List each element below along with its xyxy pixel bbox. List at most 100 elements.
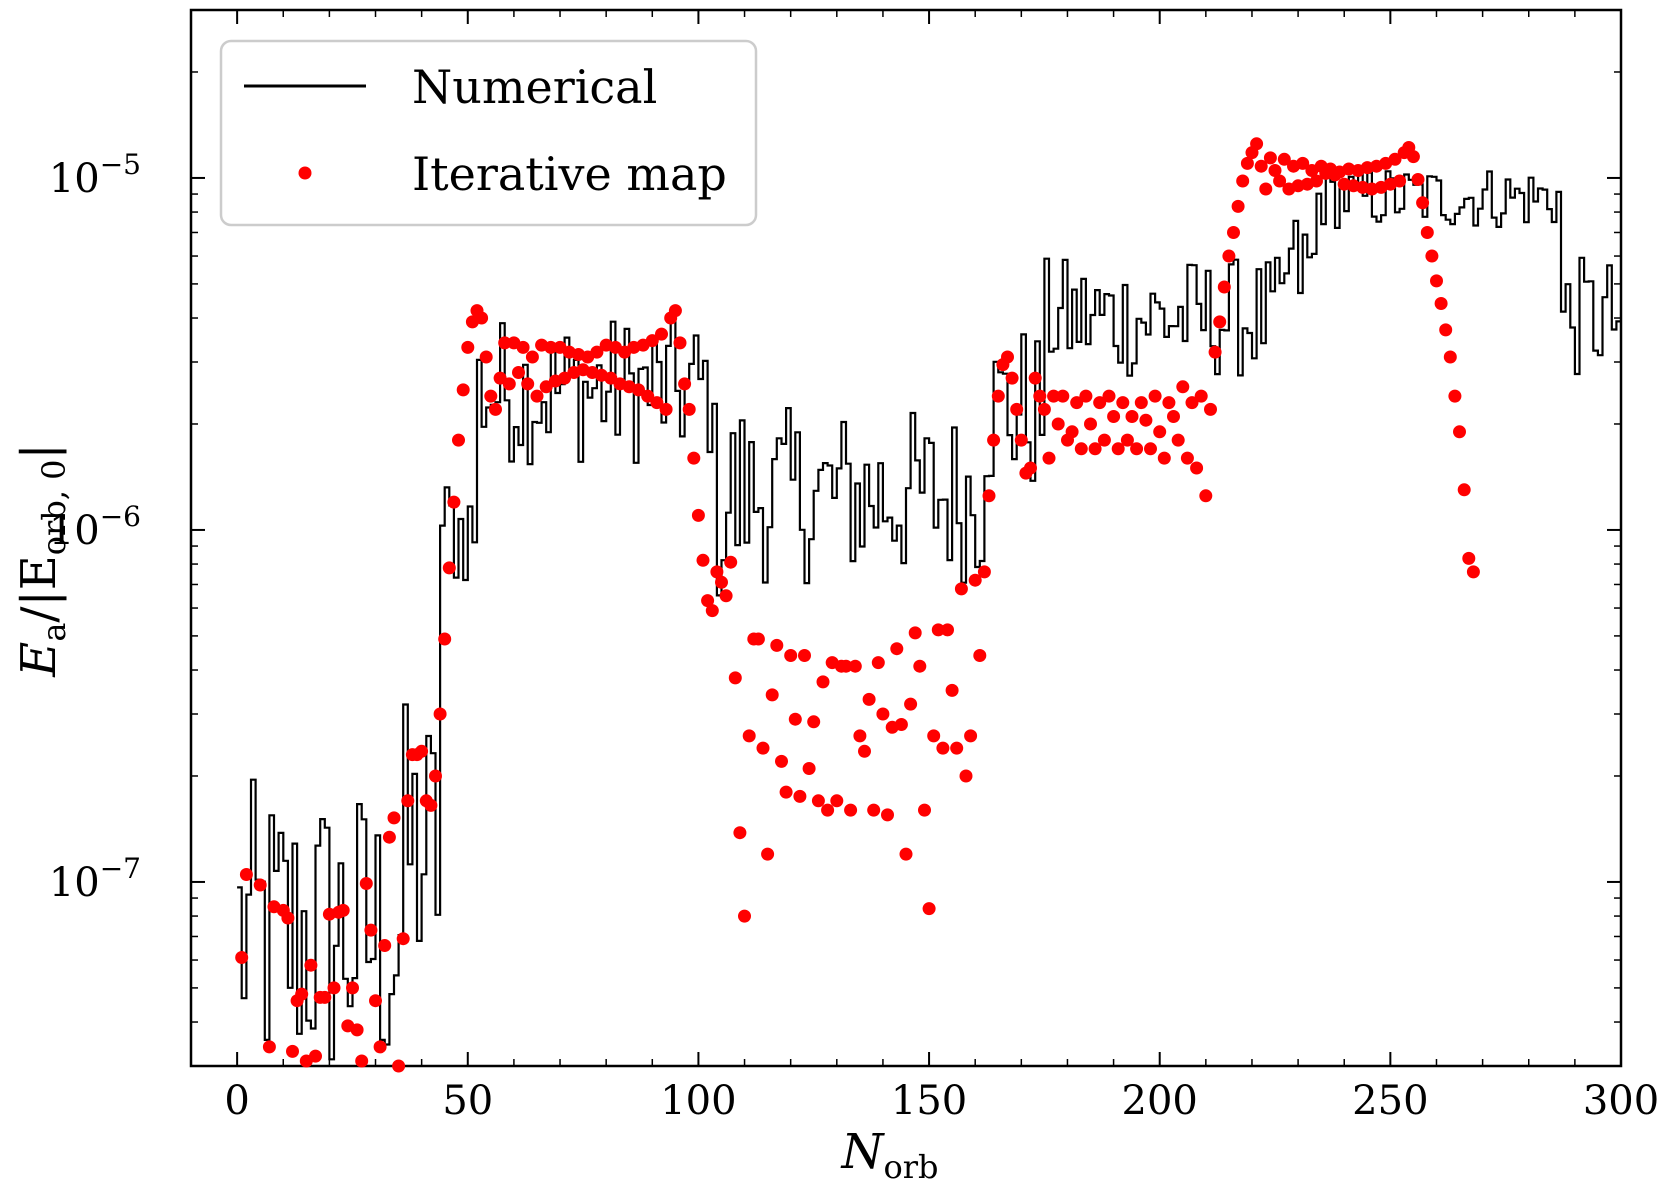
y-tick-label: 10−7 (49, 852, 141, 906)
iterative-map-point (742, 729, 756, 743)
iterative-map-point (1448, 389, 1462, 403)
iterative-map-point (516, 340, 530, 354)
iterative-map-point (1277, 152, 1291, 166)
y-tick-label: 10−5 (49, 148, 141, 202)
iterative-map-point (544, 340, 558, 354)
iterative-map-point (1411, 173, 1425, 186)
iterative-map-point (959, 769, 973, 783)
iterative-map-point (678, 377, 692, 391)
iterative-map-point (382, 830, 396, 844)
iterative-map-point (784, 649, 798, 662)
iterative-map-point (1167, 410, 1180, 423)
iterative-map-point (775, 754, 788, 768)
iterative-map-point (262, 1040, 276, 1054)
iterative-map-point (392, 1059, 406, 1073)
iterative-map-point (936, 741, 950, 755)
iterative-map-point (1176, 380, 1190, 394)
iterative-map-point (530, 389, 544, 403)
iterative-map-point (415, 744, 429, 758)
iterative-map-point (830, 794, 844, 808)
numerical-step-line (237, 167, 1621, 1061)
iterative-map-point (1093, 396, 1107, 410)
x-axis-title-main: N (840, 1124, 885, 1180)
iterative-map-point (977, 565, 991, 579)
iterative-map-point (894, 718, 908, 731)
iterative-map-point (1268, 164, 1282, 177)
iterative-map-point (1208, 345, 1222, 359)
axis-ticks (190, 9, 1622, 1067)
iterative-map-point (788, 712, 802, 726)
y-tick-label-exponent: −7 (100, 852, 141, 885)
y-axis-title-main: E (11, 642, 67, 678)
iterative-map-point (1079, 389, 1093, 403)
iterative-map-point (982, 489, 996, 503)
iterative-map-point (433, 707, 447, 721)
x-tick-label: 300 (1583, 1078, 1659, 1124)
iterative-map-point (1033, 389, 1047, 403)
iterative-map-point (950, 741, 964, 755)
iterative-map-point (502, 377, 516, 391)
iterative-map-point (590, 345, 604, 359)
iterative-map-point (908, 626, 922, 640)
iterative-map-point (682, 402, 696, 416)
iterative-map-point (1240, 156, 1254, 170)
iterative-map-point (286, 1044, 299, 1058)
iterative-map-point (738, 909, 751, 923)
legend-iterative-map-label: Iterative map (412, 147, 727, 201)
iterative-map-point (733, 826, 747, 840)
iterative-map-point (1120, 433, 1134, 447)
iterative-map-point (632, 383, 645, 397)
iterative-map-point (1097, 433, 1111, 447)
iterative-map-point (867, 803, 881, 817)
iterative-map-point (1453, 425, 1466, 439)
iterative-map-point (369, 994, 382, 1008)
iterative-map-point (424, 798, 438, 812)
x-tick-label: 250 (1352, 1078, 1428, 1124)
y-axis-title-rest: /|E (11, 555, 67, 622)
iterative-map-point (991, 389, 1005, 403)
iterative-map-point (521, 377, 535, 391)
iterative-map-point (1162, 396, 1176, 410)
iterative-map-point (1222, 249, 1236, 263)
iterative-map-point (336, 903, 350, 917)
iterative-map-point (1102, 389, 1116, 403)
iterative-map-point (816, 675, 830, 689)
iterative-map-point (1388, 152, 1402, 166)
iterative-map-point (973, 649, 987, 662)
iterative-map-point (779, 785, 793, 799)
iterative-map-point (253, 878, 267, 892)
iterative-map-point (1134, 396, 1148, 410)
iterative-map-point (304, 958, 318, 972)
iterative-map-point (673, 336, 687, 350)
iterative-map-point (442, 561, 456, 575)
iterative-map-point (1042, 451, 1056, 465)
iterative-map-point (844, 803, 858, 817)
iterative-map-point (954, 582, 968, 596)
iterative-map-point (899, 847, 913, 861)
y-tick-label-base: 10 (49, 156, 100, 202)
iterative-map-point (438, 632, 452, 646)
iterative-map-point (876, 707, 890, 721)
iterative-map-point (1153, 425, 1167, 439)
iterative-map-point (1144, 442, 1157, 456)
iterative-map-point (1107, 410, 1121, 423)
x-axis-title: Norb (840, 1124, 938, 1186)
iterative-map-point (1111, 442, 1125, 456)
iterative-map-point (359, 877, 373, 890)
iterative-map-point (1028, 371, 1042, 385)
iterative-map-point (1051, 417, 1065, 431)
iterative-map-point (1014, 433, 1028, 447)
iterative-map-point (456, 383, 470, 397)
iterative-map-point (927, 729, 941, 743)
iterative-map-point (1457, 483, 1471, 497)
y-axis-title-close: | (11, 443, 67, 459)
iterative-map-point (1213, 315, 1227, 329)
numerical-series (237, 167, 1621, 1061)
iterative-map-point (1425, 249, 1439, 263)
iterative-map-point (475, 311, 489, 325)
iterative-map-point (922, 902, 936, 916)
iterative-map-point (327, 981, 341, 995)
iterative-map-point (525, 350, 539, 364)
iterative-map-point (1273, 174, 1287, 188)
